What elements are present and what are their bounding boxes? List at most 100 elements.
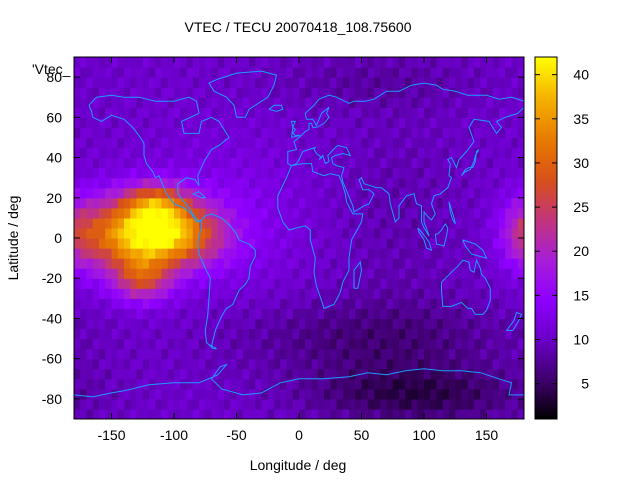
heatmap-cell — [374, 187, 381, 199]
heatmap-cell — [349, 318, 356, 330]
heatmap-cell — [367, 147, 375, 159]
heatmap-cell — [249, 348, 256, 360]
heatmap-cell — [480, 67, 488, 78]
heatmap-cell — [436, 318, 444, 330]
heatmap-cell — [124, 318, 131, 330]
heatmap-cell — [386, 107, 394, 118]
heatmap-cell — [361, 217, 369, 229]
heatmap-cell — [149, 107, 156, 118]
heatmap-cell — [180, 117, 188, 128]
heatmap-cell — [380, 157, 388, 169]
heatmap-cell — [99, 298, 106, 309]
heatmap-cell — [349, 177, 356, 189]
heatmap-cell — [149, 388, 156, 400]
heatmap-cell — [417, 107, 425, 118]
heatmap-cell — [242, 268, 250, 279]
heatmap-cell — [399, 378, 406, 390]
heatmap-cell — [80, 77, 88, 88]
heatmap-cell — [280, 398, 288, 410]
heatmap-cell — [517, 258, 524, 269]
heatmap-cell — [80, 187, 88, 199]
heatmap-cell — [111, 67, 119, 78]
heatmap-cell — [392, 207, 400, 219]
heatmap-cell — [267, 258, 275, 269]
heatmap-cell — [374, 278, 381, 289]
heatmap-cell — [92, 187, 100, 199]
heatmap-cell — [324, 127, 331, 139]
heatmap-cell — [161, 157, 169, 169]
heatmap-cell — [474, 217, 481, 229]
heatmap-cell — [517, 207, 524, 219]
heatmap-cell — [286, 147, 294, 159]
heatmap-cell — [349, 77, 356, 88]
heatmap-cell — [492, 358, 500, 370]
heatmap-cell — [286, 217, 294, 229]
heatmap-cell — [261, 248, 269, 259]
heatmap-cell — [280, 278, 288, 289]
heatmap-cell — [180, 207, 188, 219]
heatmap-cell — [349, 127, 356, 139]
heatmap-cell — [499, 278, 506, 289]
heatmap-cell — [261, 318, 269, 330]
heatmap-cell — [224, 117, 231, 128]
heatmap-cell — [292, 227, 300, 239]
heatmap-cell — [274, 328, 281, 340]
heatmap-cell — [117, 207, 125, 219]
heatmap-cell — [280, 87, 288, 98]
heatmap-cell — [99, 278, 106, 289]
heatmap-cell — [136, 308, 144, 320]
heatmap-cell — [324, 398, 331, 410]
heatmap-cell — [411, 227, 419, 239]
heatmap-cell — [392, 167, 400, 179]
heatmap-cell — [392, 227, 400, 239]
heatmap-cell — [505, 137, 513, 149]
heatmap-cell — [505, 358, 513, 370]
heatmap-cell — [105, 398, 113, 410]
heatmap-cell — [405, 358, 413, 370]
heatmap-cell — [286, 398, 294, 410]
heatmap-cell — [249, 268, 256, 279]
heatmap-cell — [211, 127, 219, 139]
heatmap-cell — [211, 187, 219, 199]
heatmap-cell — [80, 227, 88, 239]
heatmap-cell — [149, 258, 156, 269]
heatmap-cell — [149, 187, 156, 199]
heatmap-cell — [236, 87, 244, 98]
heatmap-cell — [274, 358, 281, 370]
heatmap-cell — [92, 408, 100, 419]
heatmap-cell — [117, 217, 125, 229]
heatmap-cell — [236, 197, 244, 209]
heatmap-cell — [99, 197, 106, 209]
heatmap-cell — [455, 248, 463, 259]
heatmap-cell — [230, 238, 238, 249]
heatmap-cell — [261, 117, 269, 128]
heatmap-cell — [517, 187, 524, 199]
heatmap-cell — [424, 77, 431, 88]
y-axis-label: Latitude / deg — [5, 196, 21, 281]
heatmap-cell — [224, 268, 231, 279]
heatmap-cell — [117, 167, 125, 179]
heatmap-cell — [505, 348, 513, 360]
heatmap-cell — [430, 217, 438, 229]
heatmap-cell — [342, 268, 350, 279]
heatmap-cell — [155, 298, 163, 309]
heatmap-cell — [136, 348, 144, 360]
heatmap-cell — [99, 258, 106, 269]
y-tick-label: 80 — [46, 69, 62, 85]
heatmap-cell — [211, 57, 219, 68]
heatmap-cell — [417, 77, 425, 88]
heatmap-cell — [455, 258, 463, 269]
heatmap-cell — [367, 167, 375, 179]
heatmap-cell — [255, 338, 263, 350]
heatmap-cell — [299, 157, 306, 169]
heatmap-cell — [311, 268, 319, 279]
heatmap-cell — [336, 318, 344, 330]
heatmap-cell — [280, 408, 288, 419]
heatmap-cell — [292, 157, 300, 169]
heatmap-cell — [361, 207, 369, 219]
heatmap-cell — [361, 408, 369, 419]
heatmap-cell — [342, 67, 350, 78]
heatmap-cell — [124, 157, 131, 169]
heatmap-cell — [361, 268, 369, 279]
heatmap-cell — [242, 227, 250, 239]
